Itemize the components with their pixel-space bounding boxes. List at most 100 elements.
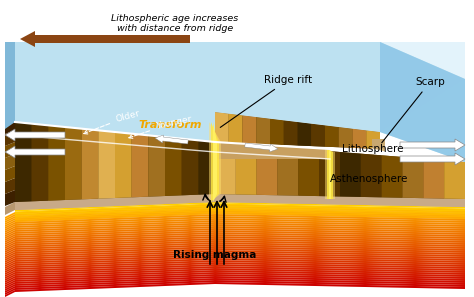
- Polygon shape: [339, 127, 353, 148]
- Polygon shape: [5, 258, 15, 265]
- Polygon shape: [132, 134, 148, 197]
- FancyArrow shape: [20, 31, 190, 47]
- Polygon shape: [327, 149, 333, 199]
- Polygon shape: [215, 230, 465, 237]
- Polygon shape: [5, 246, 15, 253]
- Polygon shape: [5, 142, 15, 158]
- Polygon shape: [15, 220, 215, 230]
- Polygon shape: [361, 154, 382, 197]
- Polygon shape: [5, 240, 15, 247]
- Polygon shape: [229, 114, 243, 143]
- Text: Rising magma: Rising magma: [173, 250, 257, 260]
- Polygon shape: [15, 210, 215, 220]
- Polygon shape: [15, 256, 215, 266]
- Polygon shape: [215, 209, 465, 216]
- Polygon shape: [5, 272, 15, 279]
- Polygon shape: [215, 274, 465, 281]
- Polygon shape: [284, 120, 298, 146]
- Polygon shape: [215, 194, 465, 207]
- Polygon shape: [5, 228, 15, 235]
- Polygon shape: [215, 142, 236, 195]
- Polygon shape: [444, 160, 465, 199]
- Polygon shape: [15, 226, 215, 236]
- Polygon shape: [198, 140, 215, 195]
- Polygon shape: [256, 117, 270, 144]
- Polygon shape: [215, 250, 465, 257]
- Polygon shape: [366, 130, 380, 149]
- Polygon shape: [215, 272, 465, 279]
- Polygon shape: [215, 142, 465, 199]
- Polygon shape: [215, 203, 465, 210]
- Polygon shape: [15, 216, 215, 226]
- Polygon shape: [15, 244, 215, 254]
- Polygon shape: [5, 232, 15, 239]
- Polygon shape: [215, 232, 465, 239]
- Polygon shape: [215, 266, 465, 273]
- Polygon shape: [5, 226, 15, 233]
- Polygon shape: [215, 212, 465, 219]
- Polygon shape: [15, 204, 215, 214]
- Polygon shape: [5, 220, 15, 227]
- Polygon shape: [15, 248, 215, 258]
- Polygon shape: [115, 132, 132, 198]
- Polygon shape: [82, 129, 98, 199]
- Polygon shape: [215, 112, 229, 143]
- Polygon shape: [15, 230, 215, 240]
- Polygon shape: [215, 204, 465, 211]
- Polygon shape: [319, 150, 340, 197]
- Text: Older: Older: [84, 109, 141, 134]
- Polygon shape: [215, 256, 465, 263]
- Polygon shape: [5, 250, 15, 257]
- Polygon shape: [5, 216, 15, 223]
- Polygon shape: [215, 242, 465, 249]
- Polygon shape: [215, 260, 465, 267]
- Polygon shape: [353, 129, 366, 148]
- Polygon shape: [298, 149, 319, 196]
- Polygon shape: [372, 139, 385, 152]
- Polygon shape: [15, 246, 215, 256]
- Polygon shape: [5, 286, 15, 293]
- Polygon shape: [15, 122, 32, 202]
- Polygon shape: [15, 212, 215, 222]
- Polygon shape: [15, 262, 215, 272]
- Polygon shape: [5, 284, 15, 291]
- Polygon shape: [15, 208, 215, 218]
- Polygon shape: [5, 262, 15, 269]
- Text: Ridge rift: Ridge rift: [220, 75, 312, 127]
- Polygon shape: [5, 288, 15, 295]
- Polygon shape: [15, 203, 215, 213]
- Polygon shape: [215, 142, 330, 159]
- Polygon shape: [215, 199, 465, 206]
- Polygon shape: [5, 252, 15, 259]
- Polygon shape: [15, 199, 215, 208]
- Polygon shape: [15, 194, 465, 210]
- Polygon shape: [215, 211, 465, 217]
- Polygon shape: [236, 144, 256, 195]
- Polygon shape: [15, 212, 215, 222]
- Polygon shape: [215, 208, 465, 215]
- Polygon shape: [15, 222, 215, 232]
- Polygon shape: [5, 212, 15, 219]
- Polygon shape: [5, 254, 15, 261]
- Polygon shape: [215, 258, 465, 265]
- Polygon shape: [256, 145, 277, 195]
- Polygon shape: [15, 274, 215, 284]
- Polygon shape: [372, 149, 385, 152]
- Polygon shape: [148, 135, 165, 197]
- Polygon shape: [5, 190, 15, 206]
- Polygon shape: [215, 246, 465, 253]
- Text: Transform: Transform: [138, 120, 202, 130]
- Polygon shape: [311, 124, 325, 147]
- Polygon shape: [215, 278, 465, 285]
- Polygon shape: [5, 242, 15, 249]
- FancyArrow shape: [155, 135, 188, 144]
- Polygon shape: [215, 205, 465, 211]
- Polygon shape: [298, 122, 311, 146]
- Polygon shape: [5, 236, 15, 243]
- Text: Asthenosphere: Asthenosphere: [330, 174, 409, 184]
- Polygon shape: [215, 208, 465, 214]
- Polygon shape: [15, 228, 215, 238]
- Polygon shape: [215, 252, 465, 259]
- Polygon shape: [215, 220, 465, 227]
- Polygon shape: [5, 118, 15, 134]
